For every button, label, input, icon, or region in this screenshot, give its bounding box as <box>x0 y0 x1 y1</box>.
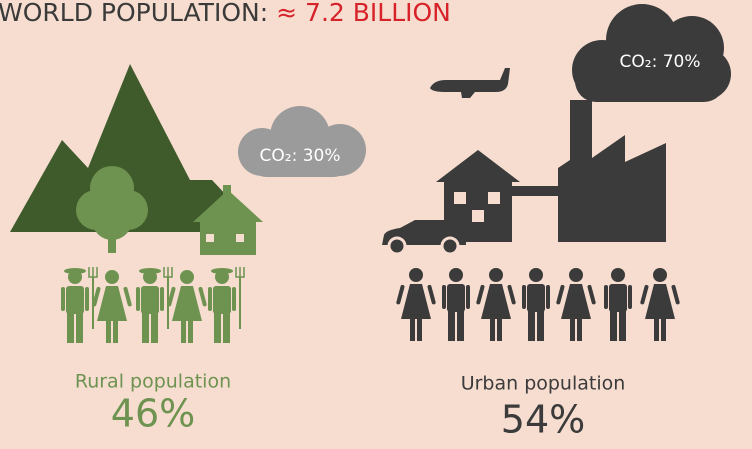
chimney <box>223 185 231 199</box>
airplane <box>430 68 510 98</box>
farmer <box>208 267 244 343</box>
person <box>640 268 680 341</box>
pipe <box>510 186 562 196</box>
wheel <box>442 238 458 254</box>
window <box>472 210 484 222</box>
rural-cloud <box>238 106 366 177</box>
title-highlight: ≈ 7.2 BILLION <box>276 0 451 27</box>
rural-people <box>61 267 244 343</box>
rural-scene: CO₂: 30% Rural population 46% <box>10 64 366 436</box>
wheel <box>389 238 405 254</box>
rural-co2: CO₂: 30% <box>260 146 341 166</box>
rural-share: 46% <box>111 392 195 436</box>
urban-label: Urban population <box>461 373 626 395</box>
urban-people <box>396 268 680 341</box>
person <box>442 268 470 341</box>
window <box>454 192 466 204</box>
urban-co2: CO₂: 70% <box>620 52 701 72</box>
farmer <box>92 270 132 343</box>
title-text: WORLD POPULATION: <box>0 0 268 27</box>
person <box>522 268 550 341</box>
person <box>476 268 516 341</box>
window <box>206 234 214 242</box>
page: World population infographic {"header": … <box>0 0 752 449</box>
factory <box>558 100 666 242</box>
infographic: WORLD POPULATION: ≈ 7.2 BILLION CO₂: 30% <box>0 0 752 449</box>
urban-share: 54% <box>501 398 585 442</box>
farmer <box>136 267 172 343</box>
urban-scene: CO₂: 70% Urban population 54% <box>382 4 731 442</box>
person <box>604 268 632 341</box>
farmer <box>61 267 97 343</box>
person <box>396 268 436 341</box>
person <box>556 268 596 341</box>
rural-label: Rural population <box>75 371 231 393</box>
tree-trunk <box>108 225 116 253</box>
farmer <box>167 270 207 343</box>
title: WORLD POPULATION: ≈ 7.2 BILLION <box>0 0 451 27</box>
body: WORLD POPULATION: ≈ 7.2 BILLION CO₂: 30% <box>0 0 752 449</box>
window <box>236 234 244 242</box>
window <box>488 192 500 204</box>
